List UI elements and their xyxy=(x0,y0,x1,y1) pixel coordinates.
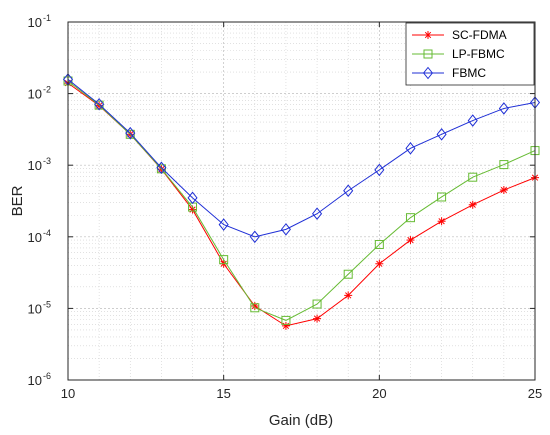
data-point-square xyxy=(281,315,291,325)
data-point-square xyxy=(405,213,415,223)
data-point-diamond xyxy=(218,218,229,231)
data-point-diamond xyxy=(249,230,260,244)
asterisk-stroke xyxy=(407,236,414,244)
data-point-square xyxy=(219,255,229,265)
data-point-diamond xyxy=(498,102,509,115)
data-point-square xyxy=(437,192,447,202)
data-point-asterisk xyxy=(344,291,353,300)
y-tick-exponent: -5 xyxy=(43,299,51,309)
data-point-diamond xyxy=(94,97,105,111)
asterisk-stroke xyxy=(313,315,321,322)
data-point-asterisk xyxy=(424,31,432,39)
series-line xyxy=(67,80,536,321)
data-point-diamond xyxy=(422,66,434,80)
asterisk-stroke xyxy=(424,31,432,39)
data-point-asterisk xyxy=(437,217,446,226)
data-point-asterisk xyxy=(281,321,290,330)
axis-ticks xyxy=(67,21,536,381)
data-point-diamond xyxy=(374,163,385,177)
y-tick-exponent: -6 xyxy=(43,371,51,381)
y-axis-label: BER xyxy=(9,185,26,216)
data-point-diamond xyxy=(312,207,323,221)
data-point-square xyxy=(423,49,433,59)
data-point-diamond xyxy=(156,161,167,175)
data-point-diamond xyxy=(405,142,416,155)
legend: SC-FDMA LP-FBMC FBMC xyxy=(405,22,535,86)
data-point-square xyxy=(374,240,384,250)
data-point-asterisk xyxy=(313,314,322,323)
data-point-square xyxy=(499,160,509,170)
data-point-asterisk xyxy=(375,259,384,268)
y-tick-label: 10 xyxy=(28,87,42,102)
y-tick-labels: 10-610-510-410-310-210-1 xyxy=(28,13,51,388)
y-tick-label: 10 xyxy=(28,373,42,388)
y-tick-exponent: -3 xyxy=(43,156,51,166)
y-tick-exponent: -4 xyxy=(43,228,51,238)
x-tick-label: 10 xyxy=(61,386,75,401)
y-tick-exponent: -1 xyxy=(43,13,51,23)
x-tick-label: 15 xyxy=(216,386,230,401)
data-point-square xyxy=(468,172,478,182)
series-fbmc xyxy=(62,73,541,244)
plot-frame xyxy=(67,21,536,381)
data-point-square xyxy=(343,269,353,279)
x-axis-label: Gain (dB) xyxy=(269,412,333,429)
x-tick-label: 25 xyxy=(528,386,542,401)
data-point-diamond xyxy=(125,126,136,140)
series-line xyxy=(67,78,536,238)
y-tick-exponent: -2 xyxy=(43,85,51,95)
legend-box xyxy=(405,22,535,86)
data-point-square xyxy=(312,299,322,309)
data-point-square xyxy=(250,303,260,313)
legend-item: FBMC xyxy=(412,66,486,80)
data-point-asterisk xyxy=(499,186,508,195)
y-tick-label: 10 xyxy=(28,230,42,245)
data-point-diamond xyxy=(343,184,354,198)
x-tick-label: 20 xyxy=(372,386,386,401)
legend-label: LP-FBMC xyxy=(452,47,505,61)
legend-label: FBMC xyxy=(452,66,486,80)
data-point-diamond xyxy=(467,114,478,127)
data-point-diamond xyxy=(280,223,291,236)
y-tick-label: 10 xyxy=(28,158,42,173)
y-tick-label: 10 xyxy=(28,15,42,30)
data-point-asterisk xyxy=(406,236,415,245)
y-tick-label: 10 xyxy=(28,301,42,316)
asterisk-stroke xyxy=(469,201,476,208)
data-point-diamond xyxy=(436,128,447,141)
legend-item: LP-FBMC xyxy=(412,47,505,61)
legend-item: SC-FDMA xyxy=(412,28,507,42)
asterisk-stroke xyxy=(438,218,445,225)
data-point-asterisk xyxy=(468,200,477,209)
data-point-diamond xyxy=(187,191,198,205)
asterisk-stroke xyxy=(376,260,383,267)
asterisk-stroke xyxy=(345,292,352,299)
x-tick-labels: 10 15 20 25 xyxy=(61,386,542,401)
asterisk-stroke xyxy=(500,186,508,194)
legend-label: SC-FDMA xyxy=(452,28,507,42)
